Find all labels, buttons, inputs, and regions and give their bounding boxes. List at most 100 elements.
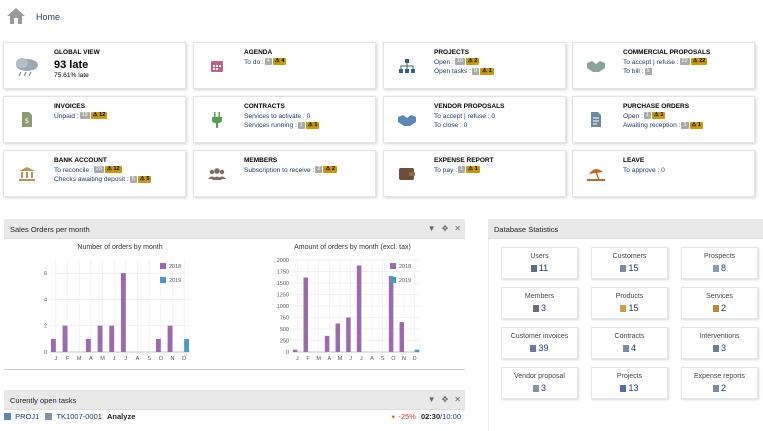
awaiting-reception-line[interactable]: Awaiting reception :1 ⚠ 1 [623, 121, 750, 131]
box-expense-report[interactable]: EXPENSE REPORT To pay :1 ⚠ 1 [383, 150, 566, 197]
stats-panel-header: Database Statistics [488, 219, 763, 239]
box-invoices[interactable]: $ INVOICES Unpaid :13 ⚠ 12 [3, 96, 186, 143]
stat-value: 2 [682, 383, 757, 393]
task-icon [45, 413, 53, 420]
box-title: INVOICES [54, 103, 86, 110]
services-running-label: Services running : [244, 122, 297, 129]
box-commercial-proposals[interactable]: COMMERCIAL PROPOSALS To accept | refuse … [572, 42, 755, 89]
stat-vendor-proposal[interactable]: Vendor proposal 3 [501, 367, 578, 399]
vendor-to-close-line[interactable]: To close : 0 [434, 122, 468, 129]
open-label: Open : [434, 58, 454, 66]
todo-line[interactable]: To do :4 ⚠ 4 [244, 58, 371, 68]
bar-2018 [324, 335, 330, 352]
checks-deposit-line[interactable]: Checks awaiting deposit :5 ⚠ 5 [54, 175, 181, 185]
stat-products[interactable]: Products 15 [591, 287, 668, 319]
unpaid-warning-count: 12 [99, 112, 106, 119]
stat-prospects[interactable]: Prospects 8 [681, 247, 758, 279]
to-reconcile-warning: ⚠ 12 [104, 166, 122, 174]
open-tasks-badge: 9 [472, 67, 480, 75]
box-global-view[interactable]: GLOBAL VIEW 93 late 75.61% late [3, 42, 186, 89]
stat-customers[interactable]: Customers 15 [591, 247, 668, 279]
open-line[interactable]: Open :10 ⚠ 2 [434, 58, 561, 68]
open-tasks-line[interactable]: Open tasks :9 ⚠ 1 [434, 67, 561, 77]
checks-deposit-label: Checks awaiting deposit : [54, 176, 129, 183]
box-projects[interactable]: PROJECTS Open :10 ⚠ 2 Open tasks :9 ⚠ 1 [383, 42, 566, 89]
box-contracts[interactable]: CONTRACTS Services to activate : 0 Servi… [193, 96, 376, 143]
legend-label: 2018 [169, 264, 181, 270]
x-tick-label: M [100, 356, 105, 362]
x-tick-label: J [349, 356, 352, 362]
stat-contracts[interactable]: Contracts 4 [591, 327, 668, 359]
stat-label: Customers [612, 253, 647, 260]
box-title: AGENDA [244, 49, 273, 56]
subscription-line[interactable]: Subscription to receive :2 ⚠ 2 [244, 166, 371, 176]
close-icon[interactable]: ✕ [454, 224, 461, 233]
users-icon [194, 151, 240, 196]
stat-services[interactable]: Services 2 [681, 287, 758, 319]
stat-value: 11 [502, 263, 577, 273]
task-time-spent: 02:30 [420, 412, 441, 421]
orders-count-chart: 0 2 4 6 J F M A M J J A S O N D 2018 2019 [44, 260, 190, 362]
move-icon[interactable]: ✥ [441, 224, 449, 233]
to-reconcile-line[interactable]: To reconcile :23 ⚠ 12 [54, 166, 181, 176]
stat-label: Projects [616, 373, 643, 380]
po-open-line[interactable]: Open :1 ⚠ 1 [623, 112, 750, 122]
late-count: 93 late [54, 58, 89, 71]
progress-down-icon: ▼ [390, 415, 397, 421]
awaiting-reception-label: Awaiting reception : [623, 122, 681, 129]
stat-label: Services [706, 293, 733, 300]
bar-2018 [388, 276, 394, 352]
project-link[interactable]: PROJ1 [15, 412, 40, 421]
box-agenda[interactable]: AGENDA To do :4 ⚠ 4 [193, 42, 376, 89]
to-accept-line[interactable]: To accept | refuse :22 ⚠ 22 [623, 58, 750, 68]
services-to-activate-line[interactable]: Services to activate : 0 [244, 112, 311, 120]
y-tick-label: 750 [280, 316, 289, 322]
stat-users[interactable]: Users 11 [501, 247, 578, 279]
to-pay-line[interactable]: To pay :1 ⚠ 1 [434, 166, 561, 176]
task-ref-link[interactable]: TK1007-0001 [56, 412, 102, 421]
to-approve-line[interactable]: To approve : 0 [623, 166, 665, 174]
home-link[interactable]: Home [36, 12, 61, 22]
late-percent: 75.61% late [54, 71, 89, 79]
vendor-to-accept-line[interactable]: To accept | refuse : 0 [434, 112, 496, 120]
x-tick-label: M [338, 356, 343, 362]
filter-icon[interactable]: ▼ [427, 395, 436, 404]
box-title: PURCHASE ORDERS [623, 103, 690, 110]
stat-label: Vendor proposal [514, 373, 565, 380]
stat-expense-reports[interactable]: Expense reports 2 [681, 367, 758, 399]
to-bill-line[interactable]: To bill :5 [623, 67, 750, 77]
stat-customer-invoices[interactable]: Customer invoices 39 [501, 327, 578, 359]
open-warning: ⚠ 2 [465, 58, 480, 66]
legend-label: 2019 [169, 278, 181, 284]
box-leave[interactable]: LEAVE To approve : 0 [572, 150, 755, 197]
x-tick-label: O [391, 356, 396, 362]
stat-icon [620, 265, 627, 272]
box-bank-account[interactable]: BANK ACCOUNT To reconcile :23 ⚠ 12 Checks… [3, 150, 186, 197]
stat-icon [530, 265, 537, 272]
checks-deposit-warning: ⚠ 5 [137, 175, 152, 183]
box-title: COMMERCIAL PROPOSALS [623, 49, 711, 56]
move-icon[interactable]: ✥ [441, 395, 449, 404]
stat-icon [712, 265, 719, 272]
open-tasks-warning-count: 1 [488, 67, 492, 74]
checks-deposit-badge: 5 [129, 175, 137, 183]
x-tick-label: J [113, 356, 116, 362]
legend-swatch [160, 263, 166, 269]
close-icon[interactable]: ✕ [454, 395, 461, 404]
open-warning-count: 2 [474, 58, 478, 65]
box-purchase-orders[interactable]: PURCHASE ORDERS Open :1 ⚠ 1 Awaiting rece… [572, 96, 755, 143]
bar-2019 [184, 338, 190, 352]
services-running-line[interactable]: Services running :1 ⚠ 1 [244, 121, 371, 131]
stat-projects[interactable]: Projects 13 [591, 367, 668, 399]
to-reconcile-badge: 23 [93, 166, 104, 174]
filter-icon[interactable]: ▼ [427, 224, 436, 233]
stat-members[interactable]: Members 3 [501, 287, 578, 319]
box-title: GLOBAL VIEW [54, 49, 100, 56]
box-members[interactable]: MEMBERS Subscription to receive :2 ⚠ 2 [193, 150, 376, 197]
unpaid-line[interactable]: Unpaid :13 ⚠ 12 [54, 112, 181, 122]
box-vendor-proposals[interactable]: VENDOR PROPOSALS To accept | refuse : 0 … [383, 96, 566, 143]
to-reconcile-warning-count: 12 [113, 166, 120, 173]
task-row[interactable]: PROJ1 TK1007-0001 Analyze ▼ -25% 02:30/1… [4, 412, 465, 426]
home-icon[interactable] [6, 7, 26, 25]
stat-interventions[interactable]: Interventions 3 [681, 327, 758, 359]
